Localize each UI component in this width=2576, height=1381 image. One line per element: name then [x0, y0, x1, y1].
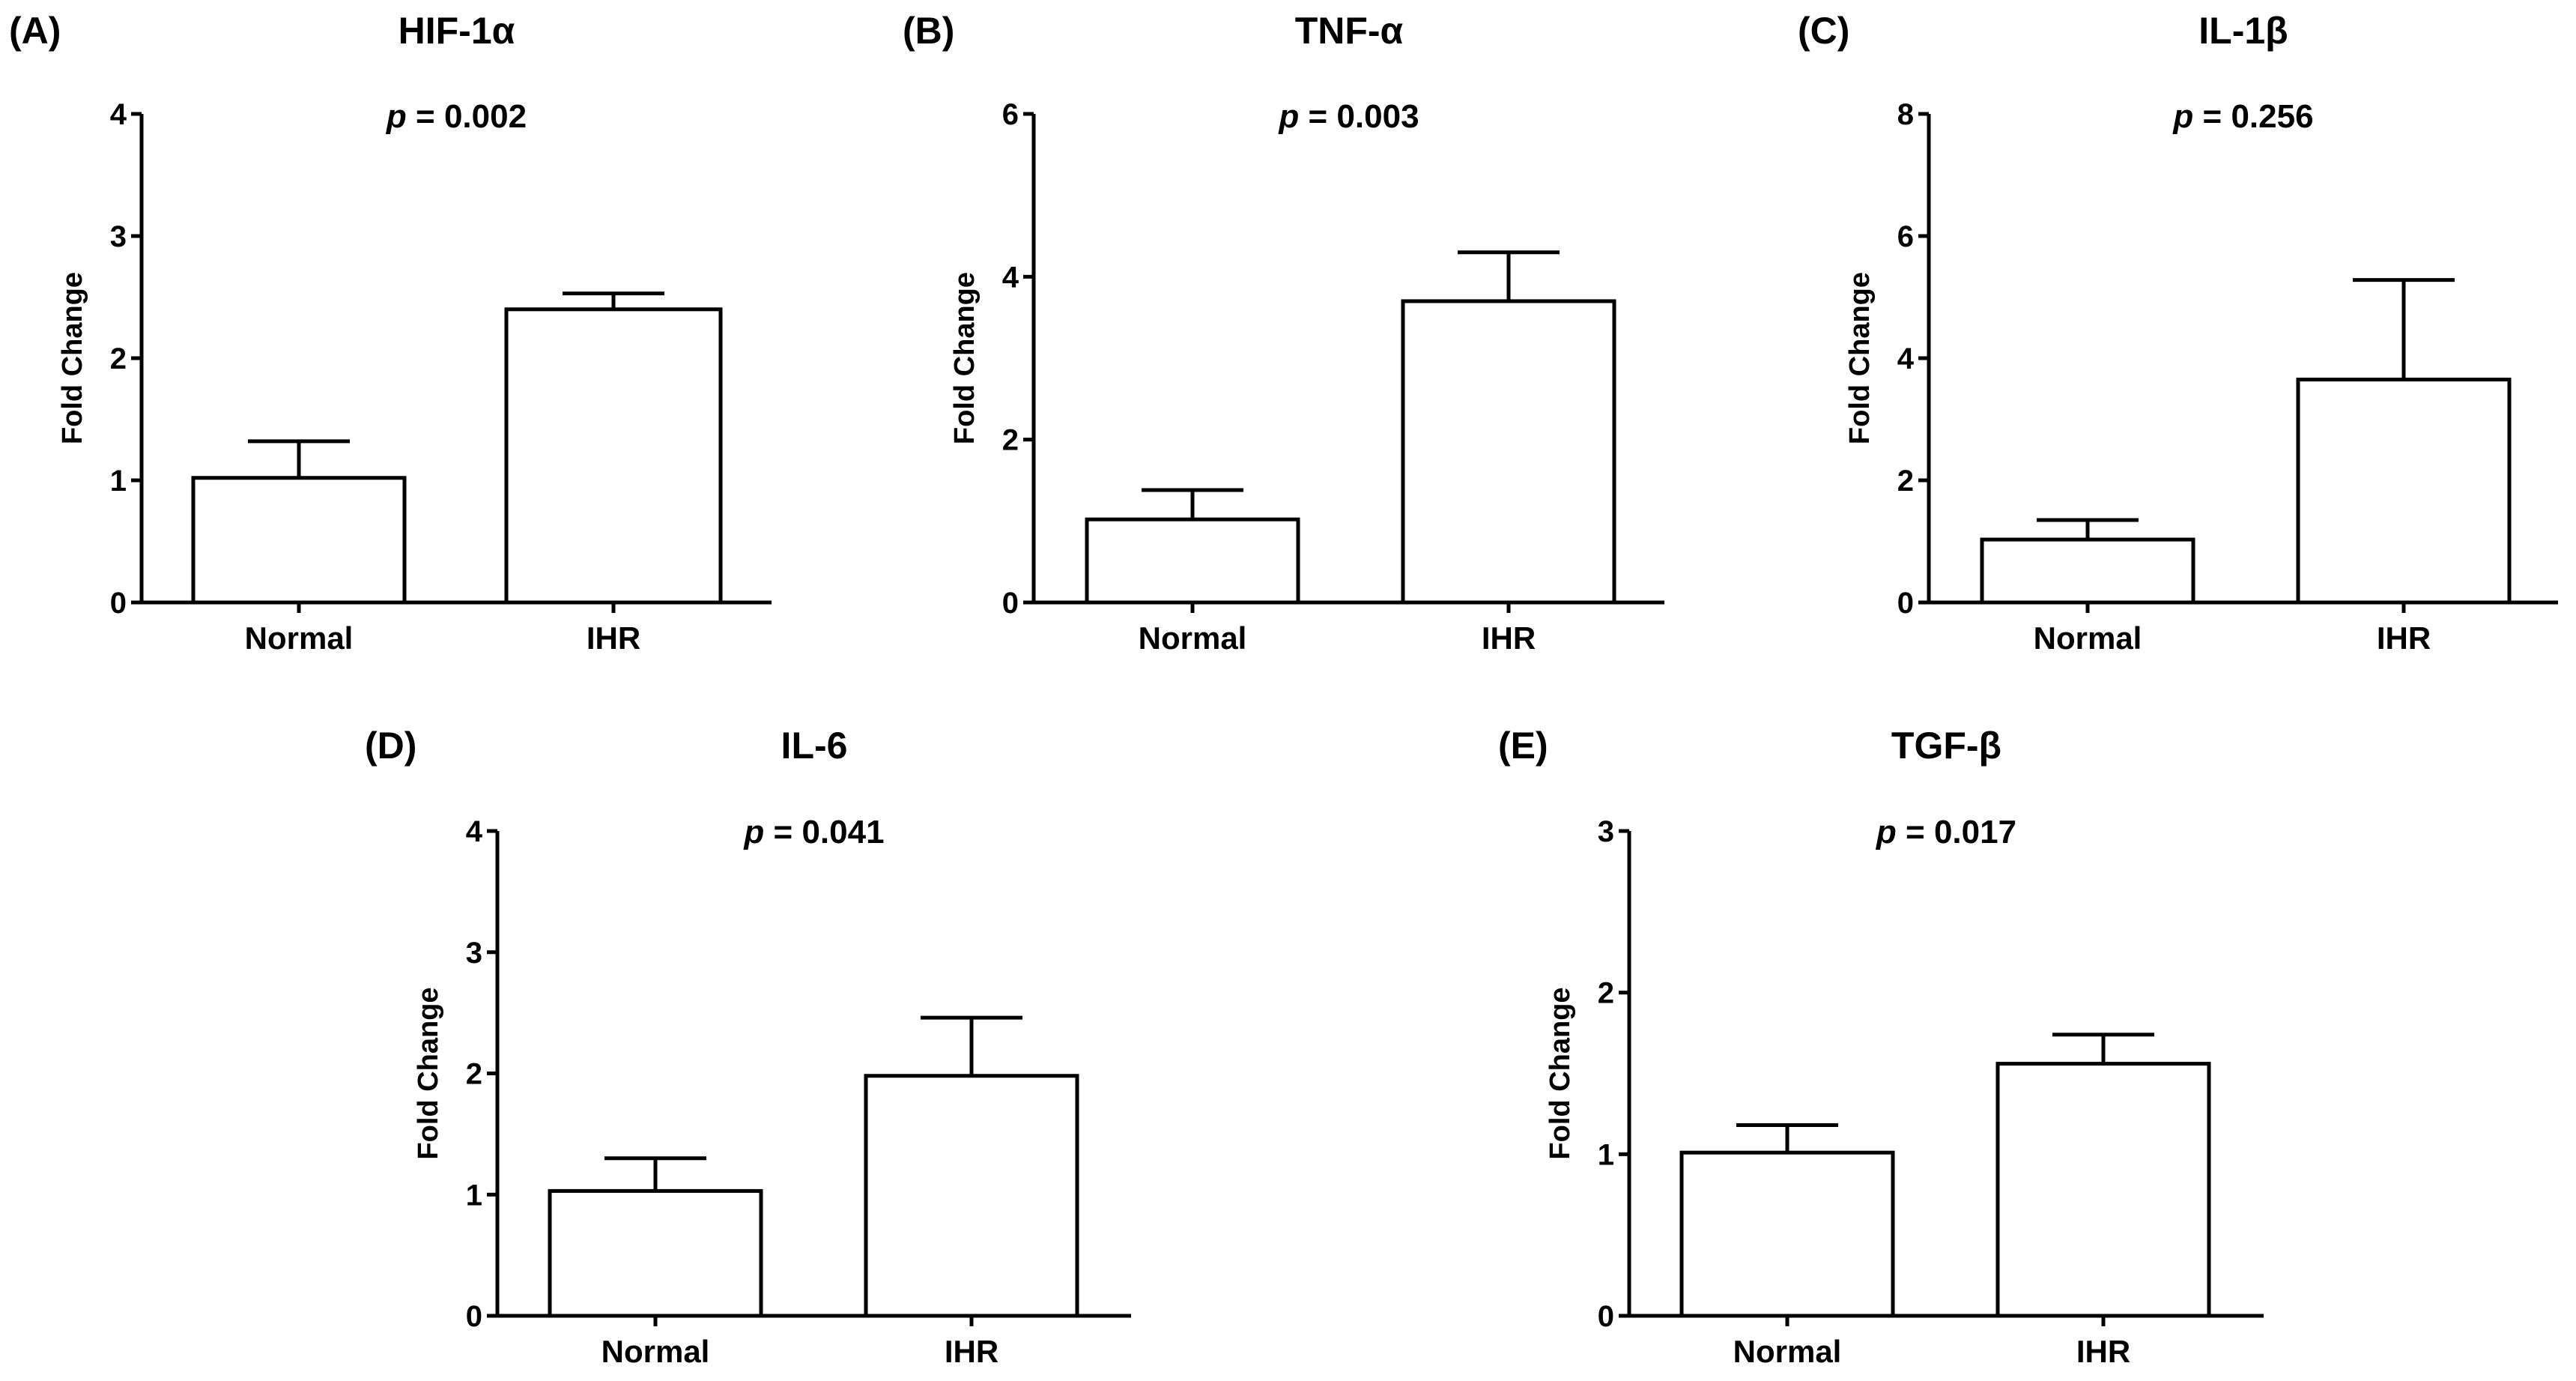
y-tick-label: 1 [466, 1179, 482, 1212]
p-value-annotation: p = 0.002 [386, 98, 527, 135]
bar-ihr [1995, 1062, 2211, 1318]
p-value-symbol: p [1278, 98, 1299, 135]
p-value-text: = 0.041 [764, 814, 884, 850]
x-category-label: IHR [1482, 620, 1536, 656]
y-axis-label: Fold Change [949, 272, 981, 444]
p-value-annotation: p = 0.017 [1876, 814, 2016, 850]
y-tick-label: 2 [1897, 465, 1914, 498]
y-tick-label: 4 [1002, 261, 1019, 294]
x-category-label: Normal [1733, 1334, 1842, 1369]
y-tick-label: 8 [1897, 98, 1914, 131]
p-value-annotation: p = 0.003 [1278, 98, 1419, 135]
panel-label: (C) [1798, 10, 1849, 52]
y-tick-label: 3 [1598, 815, 1614, 848]
x-category-label: Normal [245, 620, 354, 656]
p-value-text: = 0.002 [407, 98, 527, 135]
chart-panel: (D) IL-6 p = 0.041 0 1 2 3 4 Fold Change Normal IH… [365, 725, 1131, 1369]
chart-title: TGF-β [1891, 725, 2001, 767]
x-category-label: IHR [587, 620, 640, 656]
y-tick-label: 4 [110, 98, 127, 131]
chart-panel: (C) IL-1β p = 0.256 0 2 4 6 8 Fold Change Normal I… [1798, 10, 2558, 656]
chart-panel: (A) HIF-1α p = 0.002 0 1 2 3 4 Fold Change Normal… [9, 10, 772, 656]
p-value-text: = 0.017 [1897, 814, 2016, 850]
x-category-label: IHR [2377, 620, 2431, 656]
bar-ihr [504, 307, 723, 605]
x-category-label: Normal [1139, 620, 1247, 656]
y-axis-label: Fold Change [1545, 987, 1576, 1159]
y-tick-label: 3 [110, 220, 127, 253]
y-tick-label: 3 [466, 937, 482, 970]
panel-label: (B) [903, 10, 954, 52]
chart-title: IL-6 [781, 725, 848, 767]
chart-panel: (B) TNF-α p = 0.003 0 2 4 6 Fold Change Normal IH… [903, 10, 1664, 656]
bar-normal [191, 476, 407, 605]
y-tick-label: 0 [1897, 587, 1914, 620]
y-axis-label: Fold Change [57, 272, 88, 444]
p-value-symbol: p [386, 98, 407, 135]
panel-label: (D) [365, 725, 416, 767]
bar-normal [548, 1188, 763, 1318]
panel-label: (A) [9, 10, 61, 52]
x-category-label: IHR [945, 1334, 998, 1369]
chart-title: IL-1β [2198, 10, 2288, 52]
panel-label: (E) [1498, 725, 1548, 767]
y-tick-label: 2 [466, 1058, 482, 1091]
y-tick-label: 2 [110, 342, 127, 375]
y-tick-label: 0 [466, 1300, 482, 1333]
bar-normal [1085, 517, 1300, 605]
y-tick-label: 0 [110, 587, 127, 620]
y-tick-label: 2 [1002, 424, 1019, 457]
y-tick-label: 4 [1897, 342, 1915, 375]
p-value-symbol: p [2172, 98, 2193, 135]
bar-normal [1679, 1150, 1895, 1318]
chart-title: TNF-α [1295, 10, 1404, 52]
p-value-symbol: p [743, 814, 764, 850]
p-value-annotation: p = 0.256 [2172, 98, 2313, 135]
p-value-symbol: p [1876, 814, 1897, 850]
chart-panel: (E) TGF-β p = 0.017 0 1 2 3 Fold Change Normal IH… [1498, 725, 2264, 1369]
y-axis-label: Fold Change [413, 987, 444, 1159]
y-tick-label: 1 [110, 465, 127, 498]
bar-ihr [1401, 299, 1616, 605]
y-tick-label: 2 [1598, 977, 1614, 1010]
x-category-label: IHR [2076, 1334, 2130, 1369]
y-tick-label: 0 [1598, 1300, 1614, 1333]
p-value-text: = 0.003 [1299, 98, 1419, 135]
x-category-label: Normal [601, 1334, 710, 1369]
bar-ihr [2296, 378, 2512, 605]
bar-ihr [864, 1074, 1079, 1318]
x-category-label: Normal [2034, 620, 2142, 656]
y-axis-label: Fold Change [1844, 272, 1876, 444]
chart-title: HIF-1α [398, 10, 515, 52]
y-tick-label: 6 [1002, 98, 1019, 131]
y-tick-label: 4 [466, 815, 483, 848]
y-tick-label: 1 [1598, 1138, 1614, 1171]
y-tick-label: 0 [1002, 587, 1019, 620]
p-value-text: = 0.256 [2193, 98, 2313, 135]
bar-normal [1980, 537, 2195, 605]
y-tick-label: 6 [1897, 220, 1914, 253]
p-value-annotation: p = 0.041 [743, 814, 884, 850]
